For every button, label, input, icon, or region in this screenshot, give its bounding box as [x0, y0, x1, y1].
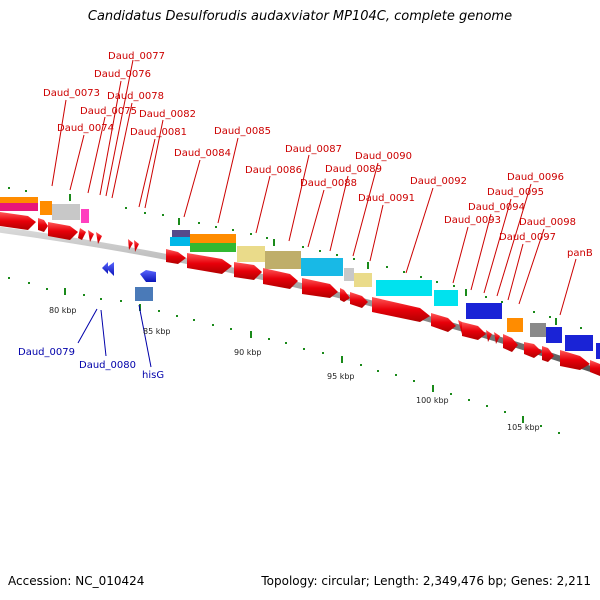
gene-label: Daud_0091 [358, 193, 415, 204]
scale-labels: 80 kbp 85 kbp 90 kbp 95 kbp 100 kbp 105 … [49, 306, 540, 432]
gene-label: Daud_0093 [444, 215, 501, 226]
gene-label: Daud_0073 [43, 88, 100, 99]
scale-label: 100 kbp [416, 396, 449, 405]
gene-label: Daud_0076 [94, 69, 151, 80]
gene-label: Daud_0078 [107, 91, 164, 102]
forward-strand-genes [0, 212, 600, 376]
gene-label: Daud_0097 [499, 232, 556, 243]
gene-label: Daud_0086 [245, 165, 302, 176]
gene-label: Daud_0088 [300, 178, 357, 189]
scale-label: 105 kbp [507, 423, 540, 432]
reverse-gene-labels: Daud_0079 Daud_0080 hisG [18, 347, 164, 381]
gene-label: Daud_0084 [174, 148, 231, 159]
gene-label: Daud_0098 [519, 217, 576, 228]
gene-label: Daud_0096 [507, 172, 564, 183]
gene-label: Daud_0081 [130, 127, 187, 138]
inner-ticks [8, 277, 560, 434]
gene-label: Daud_0079 [18, 347, 75, 358]
forward-gene-labels: Daud_0073 Daud_0074 Daud_0075 Daud_0076 … [43, 51, 593, 259]
scale-label: 95 kbp [327, 372, 355, 381]
scale-label: 85 kbp [143, 327, 171, 336]
gene-label: Daud_0075 [80, 106, 137, 117]
gene-label: Daud_0090 [355, 151, 412, 162]
scale-label: 90 kbp [234, 348, 262, 357]
gene-label: Daud_0074 [57, 123, 114, 134]
gene-label: Daud_0080 [79, 360, 136, 371]
gene-label: Daud_0087 [285, 144, 342, 155]
scale-label: 80 kbp [49, 306, 77, 315]
feature-blocks-outer [0, 197, 600, 359]
gene-label: Daud_0094 [468, 202, 525, 213]
outer-ticks [8, 187, 582, 329]
gene-label: panB [567, 248, 593, 259]
gene-label: Daud_0085 [214, 126, 271, 137]
gene-label: Daud_0092 [410, 176, 467, 187]
forward-label-leaders [51, 59, 577, 316]
gene-label: Daud_0095 [487, 187, 544, 198]
gene-label: hisG [142, 370, 164, 381]
genome-summary-label: Topology: circular; Length: 2,349,476 bp… [261, 574, 591, 588]
reverse-label-leaders [77, 304, 152, 368]
accession-label: Accession: NC_010424 [8, 574, 145, 588]
page-title: Candidatus Desulforudis audaxviator MP10… [87, 9, 513, 24]
gene-label: Daud_0089 [325, 164, 382, 175]
gene-label: Daud_0082 [139, 109, 196, 120]
gene-label: Daud_0077 [108, 51, 165, 62]
reverse-strand-genes [102, 262, 156, 301]
